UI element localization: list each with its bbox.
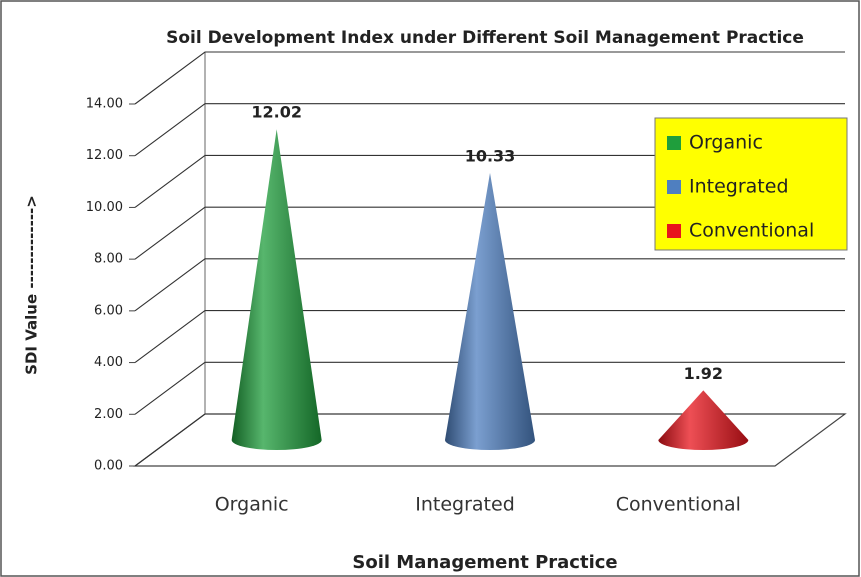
y-tick-label: 2.00 bbox=[94, 407, 123, 422]
cone bbox=[658, 390, 749, 450]
y-tick-label: 12.00 bbox=[86, 148, 123, 163]
legend-swatch bbox=[667, 224, 681, 238]
y-tick-label: 8.00 bbox=[94, 252, 123, 267]
y-tick-label: 4.00 bbox=[94, 355, 123, 370]
x-tick-label: Organic bbox=[215, 494, 289, 516]
y-tick-label: 0.00 bbox=[94, 459, 123, 474]
data-label: 1.92 bbox=[684, 364, 723, 383]
y-tick-label: 6.00 bbox=[94, 303, 123, 318]
grid-line bbox=[134, 258, 845, 312]
x-tick-label: Integrated bbox=[415, 494, 515, 516]
data-label: 12.02 bbox=[251, 103, 302, 122]
legend-label: Conventional bbox=[689, 220, 814, 242]
cone bbox=[231, 129, 322, 450]
x-tick-label: Conventional bbox=[616, 494, 741, 516]
legend-box bbox=[654, 117, 848, 251]
legend-swatch bbox=[667, 180, 681, 194]
chart-title: Soil Development Index under Different S… bbox=[166, 28, 804, 48]
grid-line bbox=[134, 154, 845, 208]
y-tick-label: 10.00 bbox=[86, 200, 123, 215]
grid-line bbox=[134, 361, 845, 415]
legend-label: Integrated bbox=[689, 176, 789, 198]
grid-line bbox=[134, 51, 845, 105]
cone bbox=[445, 172, 535, 450]
y-axis-title: SDI Value -------------> bbox=[23, 195, 41, 375]
x-axis-title: Soil Management Practice bbox=[352, 552, 617, 573]
legend-swatch bbox=[667, 136, 681, 150]
data-label: 10.33 bbox=[465, 146, 516, 165]
grid-line bbox=[134, 310, 845, 364]
grid-line bbox=[134, 413, 845, 467]
grid-line bbox=[134, 206, 845, 260]
y-tick-label: 14.00 bbox=[86, 97, 123, 112]
grid-line bbox=[134, 103, 845, 157]
legend-label: Organic bbox=[689, 132, 763, 154]
